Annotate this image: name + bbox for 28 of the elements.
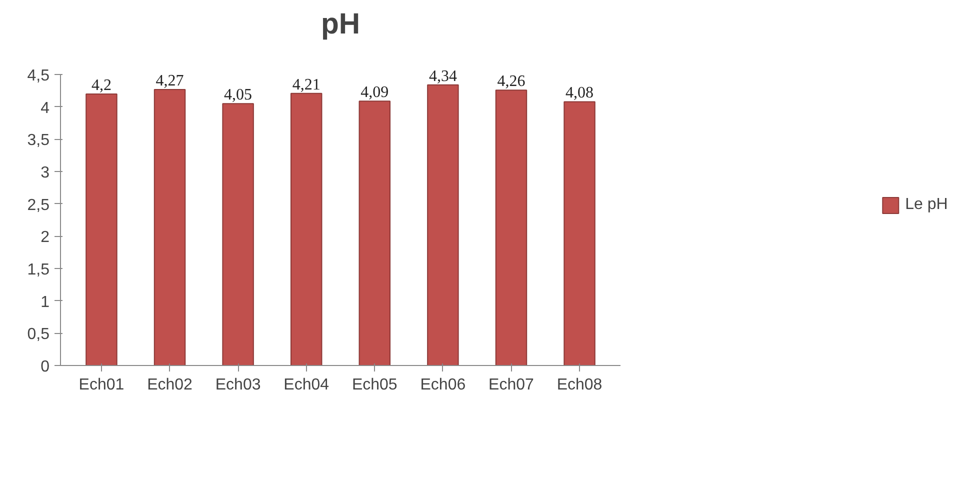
y-tick-label: 3,5 xyxy=(27,132,50,150)
x-tick-label: Ech02 xyxy=(147,376,193,394)
y-tick-label: 2 xyxy=(40,229,50,246)
data-label: 4,21 xyxy=(292,76,320,94)
x-tick-label: Ech05 xyxy=(352,376,398,394)
legend-label: Le pH xyxy=(905,196,948,214)
data-label: 4,27 xyxy=(156,72,184,90)
y-tick-label: 0 xyxy=(40,358,50,376)
data-label: 4,2 xyxy=(91,76,112,94)
y-tick-label: 4 xyxy=(40,100,50,117)
y-tick-label: 1 xyxy=(40,294,50,311)
data-label: 4,05 xyxy=(224,86,252,104)
x-tick-label: Ech04 xyxy=(284,376,330,394)
data-label: 4,09 xyxy=(360,84,389,102)
y-tick-label: 0,5 xyxy=(27,326,50,344)
x-tick-label: Ech07 xyxy=(488,376,534,394)
x-tick-label: Ech06 xyxy=(420,376,466,394)
y-tick-label: 4,5 xyxy=(27,68,50,85)
x-tick-label: Ech03 xyxy=(215,376,261,394)
y-tick-label: 3 xyxy=(40,164,50,182)
x-tick-label: Ech08 xyxy=(556,376,602,394)
x-tick-label: Ech01 xyxy=(78,376,124,394)
data-label: 4,34 xyxy=(428,68,457,85)
y-tick-label: 1,5 xyxy=(27,262,50,279)
chart-title: pH xyxy=(320,8,360,40)
data-label: 4,26 xyxy=(497,73,526,90)
data-label: 4,08 xyxy=(566,84,594,102)
y-tick-label: 2,5 xyxy=(27,196,50,214)
